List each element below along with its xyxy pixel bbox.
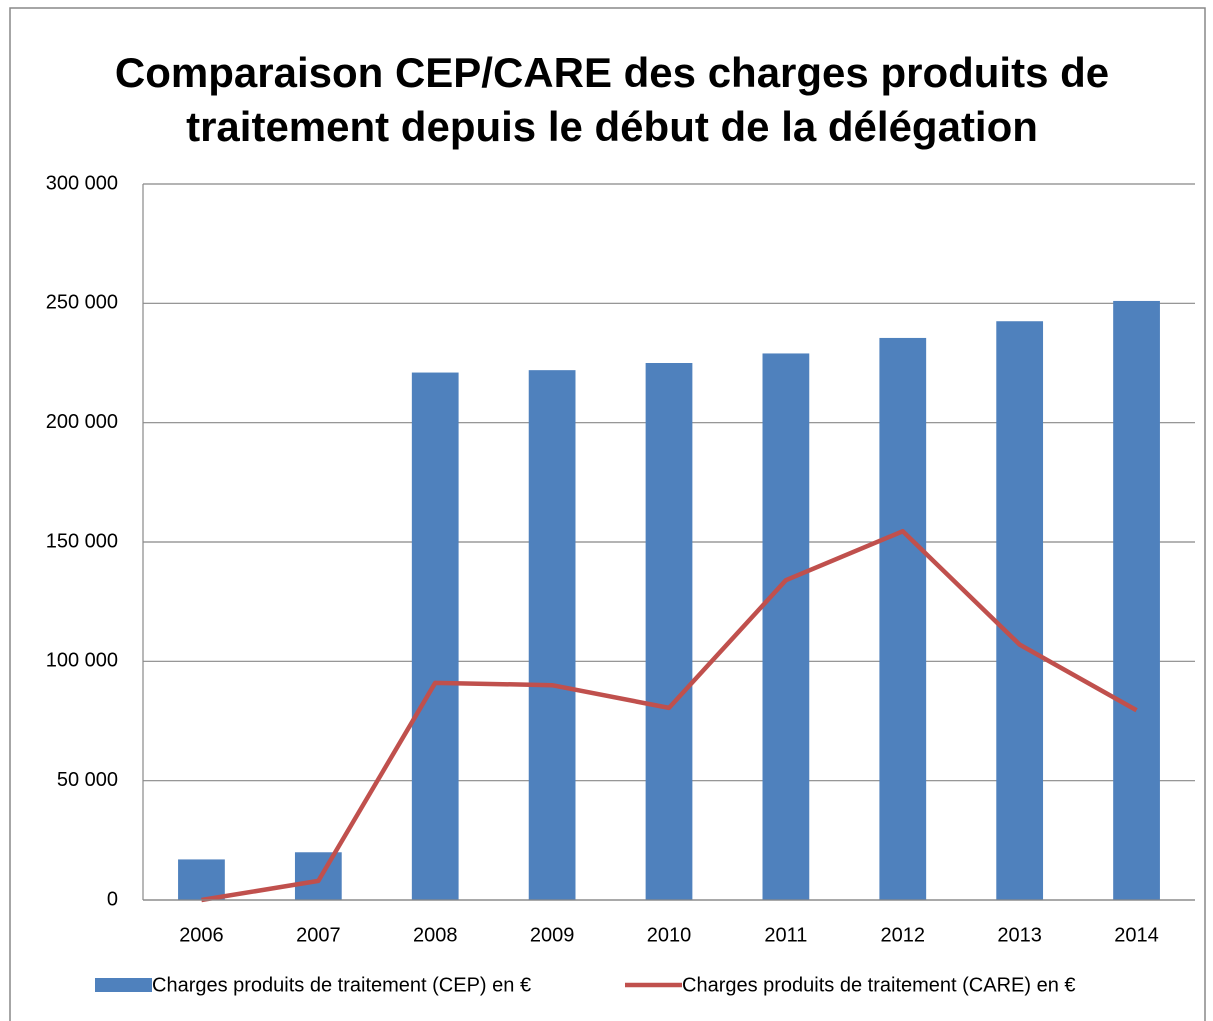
x-tick-label: 2008 [413, 924, 458, 946]
x-tick-label: 2010 [647, 924, 692, 946]
x-tick-label: 2013 [997, 924, 1042, 946]
bar [528, 370, 576, 900]
y-tick-label: 300 000 [46, 172, 118, 194]
x-tick-label: 2012 [881, 924, 926, 946]
x-tick-label: 2009 [530, 924, 575, 946]
bar [1113, 300, 1160, 900]
y-tick-label: 50 000 [57, 769, 118, 791]
bar [762, 353, 810, 900]
x-tick-label: 2007 [296, 924, 341, 946]
chart-title: traitement depuis le début de la délégat… [186, 103, 1038, 150]
bar [879, 337, 927, 900]
y-tick-label: 100 000 [46, 650, 118, 672]
bar [645, 363, 693, 900]
x-tick-label: 2011 [764, 924, 807, 946]
line [201, 529, 1138, 903]
legend-label: Charges produits de traitement (CEP) en … [152, 974, 531, 996]
y-tick-label: 150 000 [46, 530, 118, 552]
bar [294, 852, 342, 900]
y-tick-label: 200 000 [46, 411, 118, 433]
chart-title: Comparaison CEP/CARE des charges produit… [115, 49, 1109, 96]
y-tick-label: 0 [107, 888, 118, 910]
bar [996, 321, 1044, 900]
legend-label: Charges produits de traitement (CARE) en… [682, 974, 1076, 996]
x-tick-label: 2014 [1114, 924, 1159, 946]
x-tick-label: 2006 [179, 924, 224, 946]
y-tick-label: 250 000 [46, 292, 118, 314]
bar [178, 859, 225, 900]
bar [411, 372, 459, 901]
legend-swatch [95, 978, 152, 992]
